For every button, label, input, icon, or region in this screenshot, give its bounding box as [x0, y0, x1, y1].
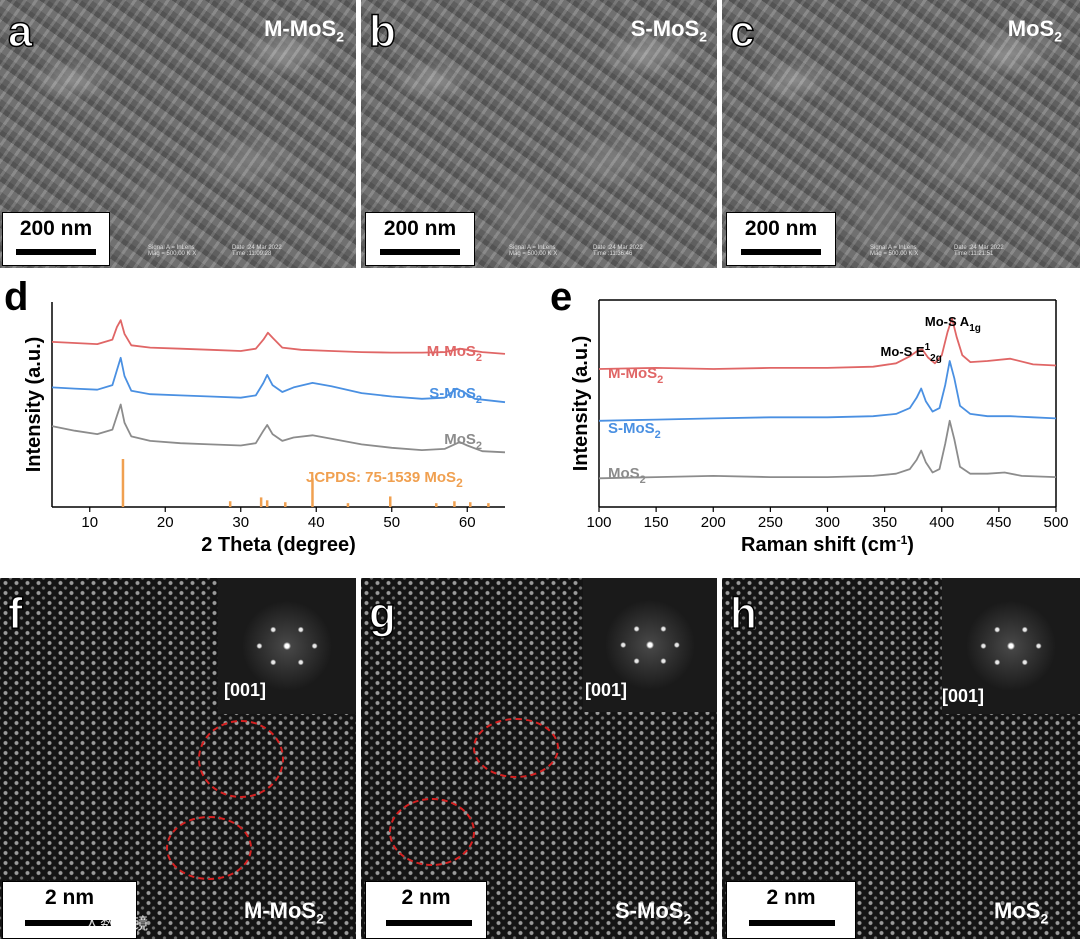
x-tick-label: 200	[701, 514, 726, 531]
defect-ellipse	[166, 816, 252, 880]
peak-label: Mo-S A1g	[925, 314, 981, 334]
scale-bar-label: 200 nm	[383, 217, 457, 240]
panel-letter-e: e	[550, 275, 572, 319]
scale-bar: 200 nm	[2, 212, 110, 266]
y-axis-label: Intensity (a.u.)	[570, 336, 592, 472]
scale-bar: 200 nm	[726, 212, 836, 266]
series-line	[51, 403, 506, 454]
fft-inset: [001]	[218, 578, 356, 714]
defect-ellipse	[389, 798, 475, 866]
scale-bar-line	[16, 249, 96, 255]
sem-panel-a: a M-MoS2 200 nm Signal A = InLens Mag = 5…	[0, 0, 356, 268]
scale-bar-label: 200 nm	[744, 217, 818, 240]
fft-inset: [001]	[583, 578, 717, 712]
y-axis-label: Intensity (a.u.)	[23, 337, 45, 473]
x-tick-label: 500	[1043, 514, 1068, 531]
x-axis-label: 2 Theta (degree)	[201, 534, 355, 556]
stem-panel-g: [001] g S-MoS2 2 nm	[361, 578, 717, 939]
scale-bar-line	[749, 920, 835, 926]
meta-right: Date :24 Mar 2022 Time :11:36:46	[593, 245, 643, 257]
reference-label: JCPDS: 75-1539 MoS2	[306, 469, 463, 490]
raman-chart: e 100 150 200 250 300 350 400 450 500 Raman shift…	[550, 275, 1069, 556]
x-tick-label: 450	[986, 514, 1011, 531]
series-line	[51, 319, 506, 355]
x-tick-label: 250	[758, 514, 783, 531]
peak-label: Mo-S E12g	[881, 342, 942, 364]
panel-letter: c	[729, 7, 755, 56]
sample-label: MoS2	[994, 898, 1049, 927]
x-tick-label: 30	[232, 514, 249, 531]
panel-letter-d: d	[4, 275, 28, 319]
panel-letter: f	[7, 589, 23, 638]
scale-bar: 200 nm	[365, 212, 475, 266]
zone-axis-label: [001]	[585, 680, 628, 700]
x-axis-label: Raman shift (cm-1)	[741, 533, 914, 556]
sample-label: M-MoS2	[244, 898, 324, 927]
series-line	[598, 419, 1057, 480]
scale-bar-label: 2 nm	[44, 886, 94, 909]
scale-bar-label: 200 nm	[19, 217, 93, 240]
panel-letter: a	[7, 7, 33, 56]
zone-axis-label: [001]	[224, 680, 267, 700]
panel-letter: h	[729, 589, 757, 638]
series-line	[598, 360, 1057, 422]
panel-letter: g	[368, 589, 396, 638]
stem-panel-f: [001] f M-MoS2 2 nm 人数控镜	[0, 578, 356, 939]
scale-bar-line	[386, 920, 472, 926]
x-tick-label: 350	[872, 514, 897, 531]
series-label: S-MoS2	[429, 385, 482, 406]
sem-panel-c: c MoS2 200 nm Signal A = InLens Mag = 500…	[722, 0, 1080, 268]
sem-panel-b: b S-MoS2 200 nm Signal A = InLens Mag = 5…	[361, 0, 717, 268]
scale-bar-line	[25, 920, 111, 926]
x-tick-label: 100	[586, 514, 611, 531]
series-line	[51, 356, 506, 404]
panel-letter: b	[368, 7, 396, 56]
xrd-chart: d 10 20 30 40 50 60 2 Theta (degree) Intensity …	[4, 275, 506, 556]
series-label: S-MoS2	[608, 420, 661, 441]
x-tick-label: 150	[644, 514, 669, 531]
defect-ellipse	[473, 718, 559, 778]
sample-label: S-MoS2	[615, 898, 692, 927]
series-label: M-MoS2	[427, 343, 482, 364]
scale-bar: 2 nm	[365, 881, 487, 939]
x-tick-label: 400	[929, 514, 954, 531]
meta-left: Signal A = InLens Mag = 500.00 K X	[870, 245, 919, 257]
series-line	[598, 317, 1057, 370]
stem-panel-h: [001] h MoS2 2 nm	[722, 578, 1080, 939]
series-label: MoS2	[444, 431, 482, 452]
scale-bar-label: 2 nm	[766, 886, 816, 909]
meta-right: Date :24 Mar 2022 Time :11:09:28	[232, 245, 282, 257]
scale-bar-line	[380, 249, 460, 255]
fft-inset: [001]	[942, 578, 1080, 714]
zone-axis-label: [001]	[942, 686, 985, 706]
scale-bar-line	[741, 249, 821, 255]
meta-left: Signal A = InLens Mag = 500.00 K X	[509, 245, 558, 257]
defect-ellipse	[198, 720, 284, 798]
x-tick-label: 300	[815, 514, 840, 531]
x-tick-label: 50	[383, 514, 400, 531]
x-tick-label: 60	[459, 514, 476, 531]
series-label: MoS2	[608, 465, 646, 486]
watermark: 人数控镜	[84, 916, 149, 933]
x-tick-label: 40	[308, 514, 325, 531]
x-tick-label: 10	[81, 514, 98, 531]
scale-bar: 2 nm	[726, 881, 856, 939]
series-label: M-MoS2	[608, 365, 663, 386]
sample-label: S-MoS2	[630, 16, 707, 45]
meta-right: Date :24 Mar 2022 Time :11:21:51	[954, 245, 1004, 257]
scale-bar-label: 2 nm	[401, 886, 451, 909]
sample-label: M-MoS2	[264, 16, 344, 45]
x-tick-label: 20	[157, 514, 174, 531]
meta-left: Signal A = InLens Mag = 500.00 K X	[148, 245, 197, 257]
sample-label: MoS2	[1007, 16, 1062, 45]
